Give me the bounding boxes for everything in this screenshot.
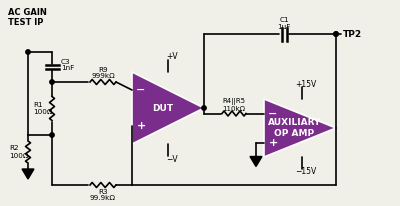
Polygon shape [264,99,336,157]
Text: −: − [136,85,146,95]
Circle shape [26,50,30,54]
Circle shape [202,106,206,110]
Text: −15V: −15V [295,167,317,177]
Text: C1
1μF: C1 1μF [277,16,291,29]
Text: +15V: +15V [295,80,317,89]
Polygon shape [132,72,204,144]
Text: AC GAIN
TEST IP: AC GAIN TEST IP [8,8,47,27]
Text: +: + [136,121,146,131]
Polygon shape [250,157,262,166]
Text: R3
99.9kΩ: R3 99.9kΩ [90,188,116,201]
Text: R4||R5
110kΩ: R4||R5 110kΩ [222,97,246,111]
Text: +: + [268,137,278,147]
Text: +V: +V [166,52,178,61]
Text: DUT: DUT [152,103,173,112]
Circle shape [50,80,54,84]
Circle shape [334,32,338,36]
Circle shape [334,32,338,36]
Text: R9
999kΩ: R9 999kΩ [91,67,115,80]
Polygon shape [22,169,34,179]
Text: AUXILIARY
OP AMP: AUXILIARY OP AMP [268,118,321,138]
Text: −: − [268,109,278,118]
Text: R1
100Ω: R1 100Ω [33,102,52,115]
Text: C3
1nF: C3 1nF [61,59,74,71]
Text: R2
100Ω: R2 100Ω [9,145,28,158]
Circle shape [50,133,54,137]
Text: −V: −V [166,156,178,165]
Text: TP2: TP2 [343,29,362,39]
